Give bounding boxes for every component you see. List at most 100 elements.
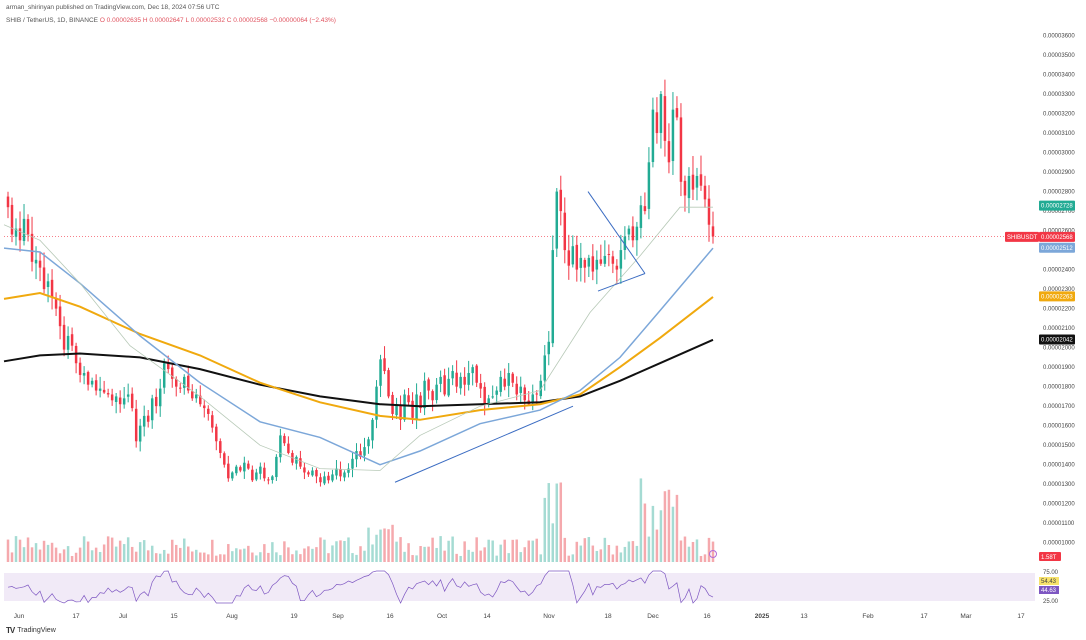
volume-bar — [311, 548, 314, 562]
candle-body — [146, 415, 150, 422]
candle-body — [78, 362, 82, 375]
volume-badge — [1039, 552, 1061, 561]
volume-bar — [287, 547, 290, 562]
volume-bar — [543, 497, 547, 562]
candle-body — [427, 379, 430, 391]
candle-body — [271, 476, 274, 481]
candle-body — [243, 462, 246, 472]
candle-body — [471, 367, 474, 374]
candle-body — [419, 395, 422, 409]
rsi-badge-b — [1039, 586, 1059, 594]
rsi-value-b: 44.63 — [1041, 588, 1057, 594]
volume-bar — [179, 547, 182, 562]
x-tick-label: 16 — [703, 613, 711, 620]
candle-body — [619, 250, 623, 269]
candle-body — [379, 359, 382, 386]
candle-body — [643, 206, 647, 212]
candle-body — [363, 447, 366, 456]
volume-bar — [419, 546, 422, 562]
price-badge-label: 0.00002728 — [1041, 204, 1073, 210]
volume-bar — [110, 537, 114, 562]
volume-bar — [82, 536, 86, 562]
candle-body — [531, 394, 534, 404]
volume-bar — [150, 545, 154, 562]
volume-bar — [122, 544, 126, 562]
trendlines — [394, 191, 646, 483]
y-tick-label: 0.00001000 — [1043, 541, 1075, 547]
volume-bar — [467, 549, 470, 562]
candle-body — [10, 204, 14, 235]
candle-body — [583, 259, 587, 268]
price-badge-label: 0.00002042 — [1041, 337, 1073, 343]
candle-body — [62, 324, 66, 350]
candle-body — [463, 376, 466, 385]
rsi-tick-25: 25.00 — [1043, 599, 1059, 605]
candle-body — [455, 372, 458, 387]
volume-bar — [523, 547, 526, 562]
candle-body — [547, 341, 551, 355]
candle-body — [683, 180, 687, 196]
candle-body — [551, 250, 555, 344]
candle-body — [591, 256, 595, 272]
volume-bar — [66, 546, 70, 562]
candle-body — [138, 425, 142, 442]
candle-body — [371, 419, 374, 441]
price-badge — [1039, 334, 1075, 345]
volume-bar — [439, 536, 442, 562]
volume-bar — [46, 544, 50, 562]
volume-bar — [675, 494, 679, 562]
candle-body — [451, 371, 454, 379]
candle-body — [671, 109, 675, 162]
x-tick-label: 16 — [386, 613, 394, 620]
candle-body — [343, 472, 346, 478]
y-tick-label: 0.00003400 — [1043, 73, 1075, 79]
volume-bar — [607, 545, 611, 562]
volume-bar — [6, 539, 10, 562]
x-tick-label: 15 — [170, 613, 178, 620]
volume-bar — [619, 552, 623, 562]
trendline — [597, 273, 646, 292]
candle-body — [22, 218, 26, 241]
candle-body — [579, 257, 583, 268]
y-tick-label: 0.00002600 — [1043, 229, 1075, 235]
volume-bar — [487, 539, 490, 562]
y-tick-label: 0.00001700 — [1043, 404, 1075, 410]
volume-bar — [62, 549, 66, 562]
volume-bar — [667, 489, 671, 562]
candle-body — [367, 439, 370, 447]
volume-bar — [22, 547, 26, 562]
volume-bar — [447, 540, 450, 562]
volume-bar — [335, 541, 338, 562]
volume-bar — [707, 537, 711, 562]
volume-bar — [435, 547, 438, 562]
x-tick-label: 17 — [72, 613, 80, 620]
volume-bar — [591, 545, 595, 562]
volume-bar — [219, 554, 222, 562]
rsi-line — [7, 570, 714, 604]
replay-icon — [709, 550, 717, 558]
candle-body — [130, 393, 134, 409]
candle-body — [567, 250, 571, 266]
volume-bar — [30, 547, 34, 562]
volume-bar — [663, 491, 667, 562]
volume-bar — [195, 549, 198, 562]
candle-body — [287, 443, 290, 453]
volume-bar — [519, 552, 522, 562]
volume-badge-label: 1.58T — [1041, 555, 1057, 561]
y-tick-label: 0.00001900 — [1043, 365, 1075, 371]
volume-bar — [531, 540, 534, 562]
y-tick-label: 0.00001100 — [1043, 521, 1075, 527]
candle-body — [247, 463, 250, 469]
candle-body — [535, 393, 538, 395]
price-chart[interactable]: 75.00 25.00 54.43 44.63 0.00003600 0.0000350… — [0, 0, 1086, 626]
candle-body — [707, 198, 711, 225]
candle-body — [435, 384, 438, 401]
volume-bar — [74, 552, 78, 562]
volume-bar — [58, 553, 62, 562]
candle-body — [142, 415, 146, 427]
volume-bar — [575, 541, 579, 562]
volume-bar — [94, 547, 98, 562]
candle-body — [503, 378, 506, 387]
volume-bar — [170, 539, 174, 562]
volume-bar — [323, 539, 326, 562]
